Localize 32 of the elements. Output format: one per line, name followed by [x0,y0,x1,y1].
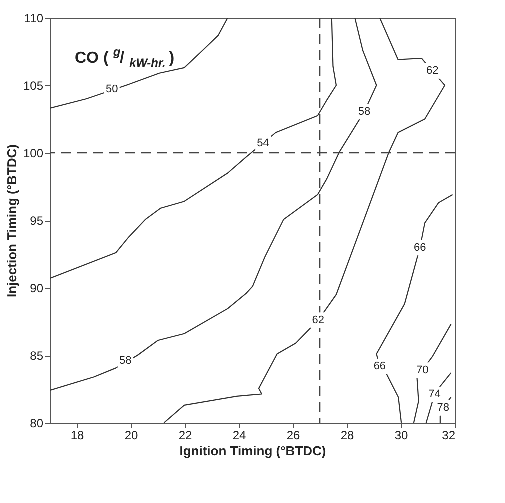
x-axis-title: Ignition Timing (°BTDC) [180,444,326,458]
line-series [50,18,228,109]
line-series [50,18,338,280]
annotation: 62 [312,314,325,326]
x-tick-label: 22 [178,428,192,442]
y-tick-label: 105 [23,79,44,93]
annotation: 58 [358,106,371,118]
y-tick-label: 90 [30,282,44,296]
x-tick-label: 20 [124,428,138,442]
annotation: 78 [437,402,450,414]
x-tick-label: 32 [442,428,456,442]
y-tick-label: 85 [30,349,44,363]
y-tick-label: 100 [23,146,44,160]
y-axis-title: Injection Timing (°BTDC) [4,144,20,298]
annotation: 58 [119,354,132,367]
annotation: 54 [257,138,270,150]
y-tick-label: 80 [30,416,44,430]
annotation: 66 [374,360,386,373]
x-tick-label: 18 [70,428,84,442]
line-series [413,324,452,423]
x-tick-label: 30 [394,428,408,442]
annotation: 62 [426,65,439,78]
y-tick-label: 110 [24,12,44,26]
y-tick-label: 95 [30,214,44,228]
x-tick-label: 26 [286,428,300,442]
annotation: 66 [414,242,426,254]
annotation: 74 [428,388,441,401]
x-tick-label: 24 [232,428,246,442]
annotation: 50 [106,84,118,96]
x-tick-label: 28 [340,428,354,442]
line-series [426,372,452,423]
annotation: 70 [416,364,429,376]
